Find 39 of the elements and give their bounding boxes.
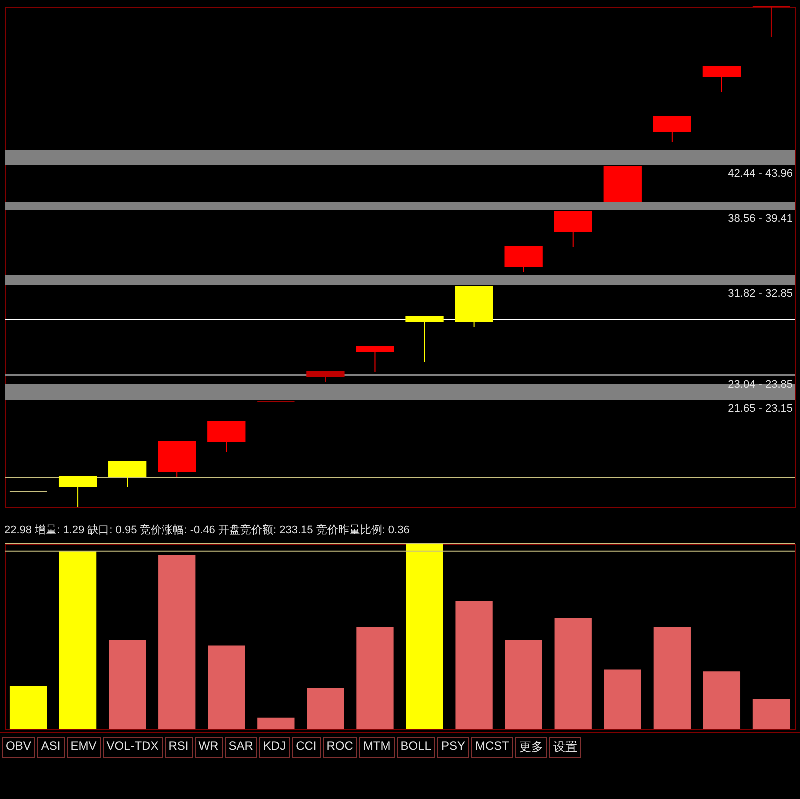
text: PSY [437,737,470,758]
text: 设置 [549,737,582,758]
text: ROC [322,737,358,758]
bar [109,640,146,729]
text: BOLL [396,737,436,758]
bar [406,544,444,729]
text: VOL-TDX [102,737,163,758]
candlestick [752,6,791,38]
text: MTM [359,737,395,758]
text: RSI [164,737,193,758]
text: EMV [66,737,101,758]
bar [158,555,196,729]
band-label: 31.82 - 32.85 [728,288,793,300]
bar [554,618,592,729]
bar [505,640,542,729]
bar [10,686,48,729]
bar [654,627,691,729]
bar [703,672,741,729]
bar [307,688,344,729]
text: CCI [292,737,321,758]
chart-title: 22.98 增量: 1.29 缺口: 0.95 竞价涨幅: -0.46 开盘竞价额: 233.15 竞价昨量比例: 0.36 [4,524,410,536]
band-label: 21.65 - 23.15 [728,403,793,415]
text: ASI [37,737,65,758]
text: KDJ [259,737,290,758]
bar [258,718,295,729]
bar [59,551,97,729]
bar [456,601,493,729]
bar [604,670,642,729]
bar [752,699,790,729]
text: WR [194,737,223,758]
bar [208,646,246,729]
candlestick [406,316,444,362]
bar [356,627,394,729]
text: MCST [471,737,514,758]
text: SAR [224,737,258,758]
band-label: 42.44 - 43.96 [728,168,793,180]
text: 更多 [515,737,548,758]
band-label: 38.56 - 39.41 [728,213,793,225]
text: OBV [2,737,36,758]
